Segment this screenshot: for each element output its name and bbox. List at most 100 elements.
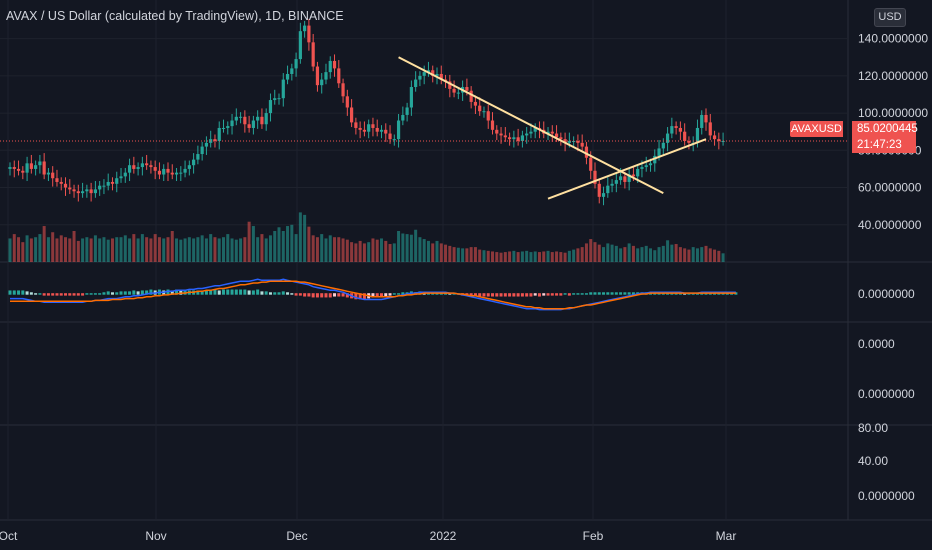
volume-bar: [405, 234, 409, 262]
volume-bar: [294, 234, 298, 262]
volume-bar: [495, 252, 499, 262]
candle-body: [576, 141, 580, 143]
volume-bar: [713, 249, 717, 262]
macd-histogram-bar: [418, 291, 422, 295]
ascending-trendline: [547, 138, 707, 200]
candle-body: [183, 168, 187, 173]
macd-histogram-bar: [525, 293, 529, 297]
time-tick-label: Dec: [286, 529, 307, 543]
currency-scale-button[interactable]: USD: [874, 8, 906, 27]
candle-body: [409, 87, 413, 108]
volume-bar: [110, 238, 114, 262]
volume-bar: [307, 226, 311, 262]
volume-bar: [401, 233, 405, 262]
volume-bar: [341, 238, 345, 262]
candle-body: [482, 111, 486, 113]
volume-bar: [503, 252, 507, 262]
volume-bar: [525, 250, 529, 262]
volume-bar: [337, 237, 341, 262]
candle-body: [435, 73, 439, 76]
candle-body: [196, 154, 200, 160]
volume-bar: [388, 244, 392, 262]
macd-histogram-bar: [602, 292, 606, 295]
candle-body: [371, 124, 375, 128]
volume-bar: [435, 240, 439, 262]
volume-bar: [555, 251, 559, 262]
symbol-price-tag: AVAXUSD: [790, 121, 843, 137]
time-tick-label: 2022: [430, 529, 457, 543]
macd-histogram-bar: [695, 293, 699, 295]
volume-bar: [21, 242, 25, 262]
candle-body: [648, 163, 653, 166]
candle-body: [554, 133, 559, 138]
candle-body: [657, 148, 661, 156]
macd-histogram-bar: [170, 290, 174, 295]
volume-bar: [38, 234, 42, 262]
macd-histogram-bar: [311, 293, 315, 298]
candle-body: [473, 101, 478, 106]
macd-histogram-bar: [597, 292, 601, 295]
candle-body: [34, 165, 38, 169]
candle-body: [375, 127, 379, 132]
volume-bar: [384, 240, 388, 262]
macd-histogram-bar: [46, 293, 50, 296]
volume-bar: [251, 226, 255, 262]
macd-histogram-bar: [623, 292, 627, 295]
bar-countdown: 21:47:23: [857, 139, 902, 151]
candle-body: [140, 163, 144, 168]
macd-histogram-bar: [251, 290, 255, 295]
volume-bar: [213, 237, 217, 262]
volume-bar: [602, 247, 606, 262]
volume-bar: [700, 247, 704, 262]
macd-histogram-bar: [34, 293, 38, 295]
candle-body: [362, 129, 367, 132]
macd-histogram-bar: [21, 290, 25, 295]
macd-histogram-bar: [268, 292, 272, 295]
candle-body: [708, 122, 712, 136]
candle-body: [520, 135, 524, 141]
candle-body: [636, 168, 640, 177]
macd-histogram-bar: [495, 293, 499, 297]
volume-bar: [85, 237, 89, 262]
volume-bar: [623, 247, 627, 262]
volume-bar: [649, 248, 652, 262]
candle-body: [717, 139, 721, 141]
volume-bar: [162, 238, 166, 262]
pane4-tick-label: 80.00: [858, 421, 888, 435]
volume-bar: [34, 237, 38, 262]
volume-bar: [597, 244, 601, 262]
macd-line: [10, 278, 736, 311]
volume-bar: [128, 238, 132, 262]
macd-histogram-bar: [537, 293, 541, 297]
macd-histogram-bar: [320, 293, 324, 298]
macd-histogram-bar: [42, 293, 46, 296]
macd-histogram-bar: [247, 290, 251, 295]
candle-body: [21, 170, 25, 173]
candle-body: [106, 181, 110, 186]
candle-body: [486, 111, 490, 121]
volume-bar: [354, 243, 358, 262]
candle-body: [687, 141, 691, 143]
volume-bar: [149, 238, 153, 262]
volume-bar: [187, 237, 191, 262]
candle-body: [606, 185, 610, 194]
candle-body: [192, 159, 196, 166]
volume-bar: [486, 250, 490, 262]
volume-bar: [414, 229, 418, 262]
candle-body: [68, 187, 72, 190]
volume-bar: [179, 239, 183, 262]
macd-histogram-bar: [72, 293, 76, 296]
volume-bar: [234, 239, 238, 262]
volume-bar: [268, 235, 272, 262]
macd-histogram-bar: [542, 293, 546, 296]
volume-bar: [529, 252, 533, 262]
macd-histogram-bar: [29, 292, 33, 295]
candle-body: [200, 146, 204, 155]
candle-body: [695, 127, 700, 143]
candle-body: [456, 92, 460, 94]
candle-body: [226, 126, 230, 128]
candle-body: [341, 83, 345, 97]
volume-bar: [81, 238, 85, 262]
candle-body: [499, 133, 503, 136]
volume-bar: [465, 248, 469, 262]
